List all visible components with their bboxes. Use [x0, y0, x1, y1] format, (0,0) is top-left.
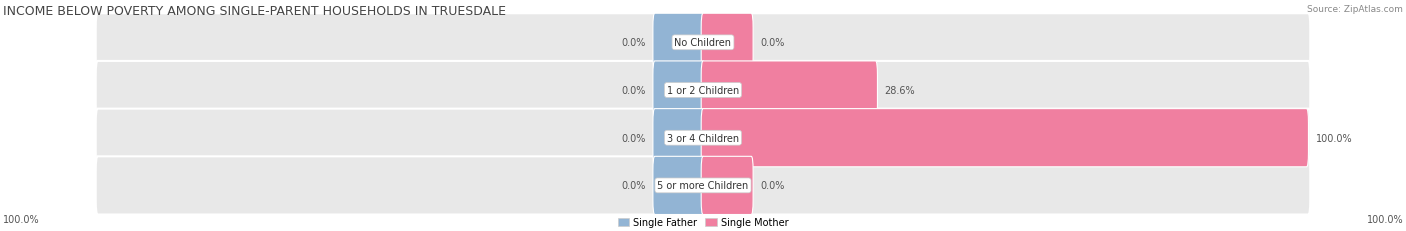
FancyBboxPatch shape	[652, 157, 704, 215]
Text: 100.0%: 100.0%	[1316, 133, 1353, 143]
FancyBboxPatch shape	[96, 109, 1310, 167]
Text: 1 or 2 Children: 1 or 2 Children	[666, 86, 740, 96]
Text: 0.0%: 0.0%	[621, 133, 645, 143]
Text: 0.0%: 0.0%	[621, 181, 645, 191]
Text: 100.0%: 100.0%	[1367, 214, 1403, 224]
FancyBboxPatch shape	[702, 109, 1309, 167]
FancyBboxPatch shape	[702, 14, 754, 72]
Text: 0.0%: 0.0%	[621, 86, 645, 96]
Text: 0.0%: 0.0%	[761, 181, 785, 191]
Text: 3 or 4 Children: 3 or 4 Children	[666, 133, 740, 143]
Text: Source: ZipAtlas.com: Source: ZipAtlas.com	[1308, 5, 1403, 14]
FancyBboxPatch shape	[702, 157, 754, 215]
FancyBboxPatch shape	[96, 62, 1310, 120]
FancyBboxPatch shape	[652, 62, 704, 120]
Text: INCOME BELOW POVERTY AMONG SINGLE-PARENT HOUSEHOLDS IN TRUESDALE: INCOME BELOW POVERTY AMONG SINGLE-PARENT…	[3, 5, 506, 18]
Text: 0.0%: 0.0%	[621, 38, 645, 48]
FancyBboxPatch shape	[96, 157, 1310, 215]
FancyBboxPatch shape	[96, 14, 1310, 72]
Text: No Children: No Children	[675, 38, 731, 48]
Text: 28.6%: 28.6%	[884, 86, 915, 96]
Text: 100.0%: 100.0%	[3, 214, 39, 224]
Text: 5 or more Children: 5 or more Children	[658, 181, 748, 191]
FancyBboxPatch shape	[702, 62, 877, 120]
FancyBboxPatch shape	[652, 14, 704, 72]
FancyBboxPatch shape	[652, 109, 704, 167]
Legend: Single Father, Single Mother: Single Father, Single Mother	[614, 214, 792, 231]
Text: 0.0%: 0.0%	[761, 38, 785, 48]
